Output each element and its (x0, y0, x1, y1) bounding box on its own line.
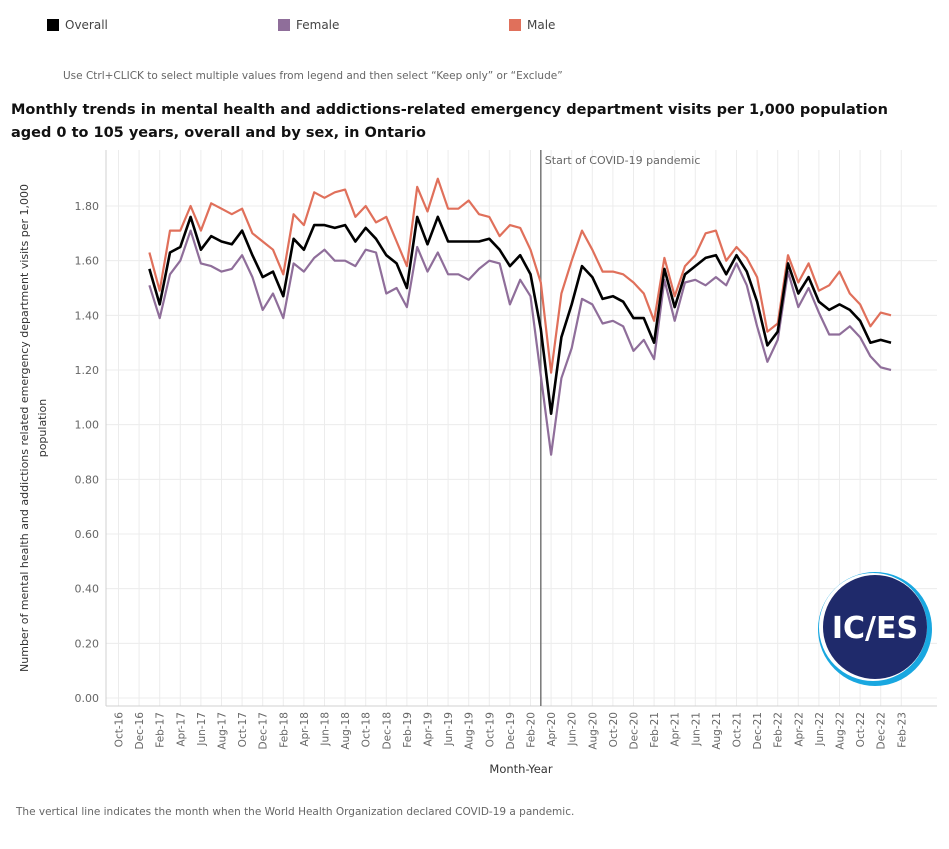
x-tick-label: Feb-21 (649, 712, 661, 748)
x-tick-label: Jun-18 (320, 712, 332, 747)
x-tick-label: Feb-18 (278, 712, 290, 748)
x-tick-label: Apr-20 (546, 712, 558, 747)
legend-item-male[interactable]: Male (509, 18, 555, 32)
legend-hint: Use Ctrl+CLICK to select multiple values… (63, 70, 563, 82)
x-tick-label: Apr-17 (175, 712, 187, 747)
x-tick-label: Aug-19 (464, 712, 476, 750)
legend-swatch-female (278, 19, 290, 31)
legend-swatch-male (509, 19, 521, 31)
y-axis-label: Number of mental health and addictions r… (18, 184, 31, 672)
y-tick-label: 1.60 (75, 255, 100, 268)
legend-item-female[interactable]: Female (278, 18, 339, 32)
y-tick-label: 0.00 (75, 692, 100, 705)
x-tick-label: Jun-17 (196, 712, 208, 747)
logo-disc (823, 575, 927, 679)
series-line-male[interactable] (148, 177, 892, 374)
y-tick-label: 1.40 (75, 309, 100, 322)
legend-swatch-overall (47, 19, 59, 31)
chart: 0.00 0.20 0.40 0.60 0.80 1.00 1.20 1.40 1.60 1.80… (18, 150, 937, 776)
y-tick-label: 1.20 (75, 364, 100, 377)
x-tick-label: Jun-19 (443, 712, 455, 747)
legend-label-female: Female (296, 18, 340, 32)
x-tick-label: Dec-18 (381, 712, 393, 749)
legend-item-overall[interactable]: Overall (47, 18, 108, 32)
x-axis: Oct-16 Dec-16 Feb-17 Apr-17 Jun-17 Aug-17 Oct-… (114, 712, 909, 750)
x-tick-label: Apr-19 (423, 712, 435, 747)
series-group (148, 177, 892, 456)
x-tick-label: Aug-20 (587, 712, 599, 750)
chart-title: Monthly trends in mental health and addi… (11, 102, 888, 141)
x-tick-label: Aug-21 (711, 712, 723, 750)
covid-annotation-label: Start of COVID-19 pandemic (545, 154, 701, 167)
x-tick-label: Oct-18 (361, 712, 373, 747)
series-line-overall[interactable] (148, 215, 892, 416)
x-tick-label: Feb-23 (896, 712, 908, 748)
x-tick-label: Oct-16 (114, 712, 126, 748)
legend-label-male: Male (527, 18, 556, 32)
logo-text: IC/ES (832, 611, 918, 646)
x-tick-label: Oct-20 (608, 712, 620, 747)
x-tick-label: Apr-21 (670, 712, 682, 747)
x-tick-label: Jun-20 (567, 712, 579, 747)
x-tick-label: Apr-18 (299, 712, 311, 747)
ices-logo: IC/ES (818, 572, 932, 686)
x-tick-label: Feb-20 (526, 712, 538, 748)
y-tick-label: 0.80 (75, 473, 100, 486)
legend-label-overall: Overall (65, 18, 108, 32)
y-tick-label: 1.80 (75, 200, 100, 213)
y-axis-label-line-2: population (36, 399, 49, 458)
x-tick-label: Aug-17 (217, 712, 229, 750)
y-tick-label: 1.00 (75, 419, 100, 432)
x-tick-label: Dec-19 (505, 712, 517, 749)
x-axis-label: Month-Year (489, 762, 552, 776)
gridlines (105, 150, 937, 707)
x-tick-label: Dec-22 (876, 712, 888, 749)
x-tick-label: Oct-19 (484, 712, 496, 747)
x-tick-label: Dec-17 (258, 712, 270, 749)
x-tick-label: Dec-20 (629, 712, 641, 749)
y-tick-label: 0.40 (75, 583, 100, 596)
x-tick-label: Jun-22 (814, 712, 826, 747)
x-tick-label: Feb-19 (402, 712, 414, 748)
series-line-female[interactable] (148, 229, 892, 456)
y-axis: 0.00 0.20 0.40 0.60 0.80 1.00 1.20 1.40 1.60 1.80 (75, 200, 100, 705)
x-tick-label: Oct-22 (855, 712, 867, 747)
x-tick-label: Oct-17 (237, 712, 249, 747)
x-tick-label: Feb-22 (773, 712, 785, 748)
x-tick-label: Dec-16 (134, 712, 146, 750)
x-tick-label: Aug-22 (835, 712, 847, 750)
x-tick-label: Oct-21 (732, 712, 744, 747)
x-tick-label: Apr-22 (793, 712, 805, 747)
x-tick-label: Aug-18 (340, 712, 352, 750)
footnote: The vertical line indicates the month wh… (16, 806, 575, 818)
x-tick-label: Dec-21 (752, 712, 764, 749)
legend: Overall Female Male (0, 18, 949, 38)
y-tick-label: 0.20 (75, 637, 100, 650)
x-tick-label: Feb-17 (155, 712, 167, 748)
x-tick-label: Jun-21 (690, 712, 702, 747)
y-tick-label: 0.60 (75, 528, 100, 541)
